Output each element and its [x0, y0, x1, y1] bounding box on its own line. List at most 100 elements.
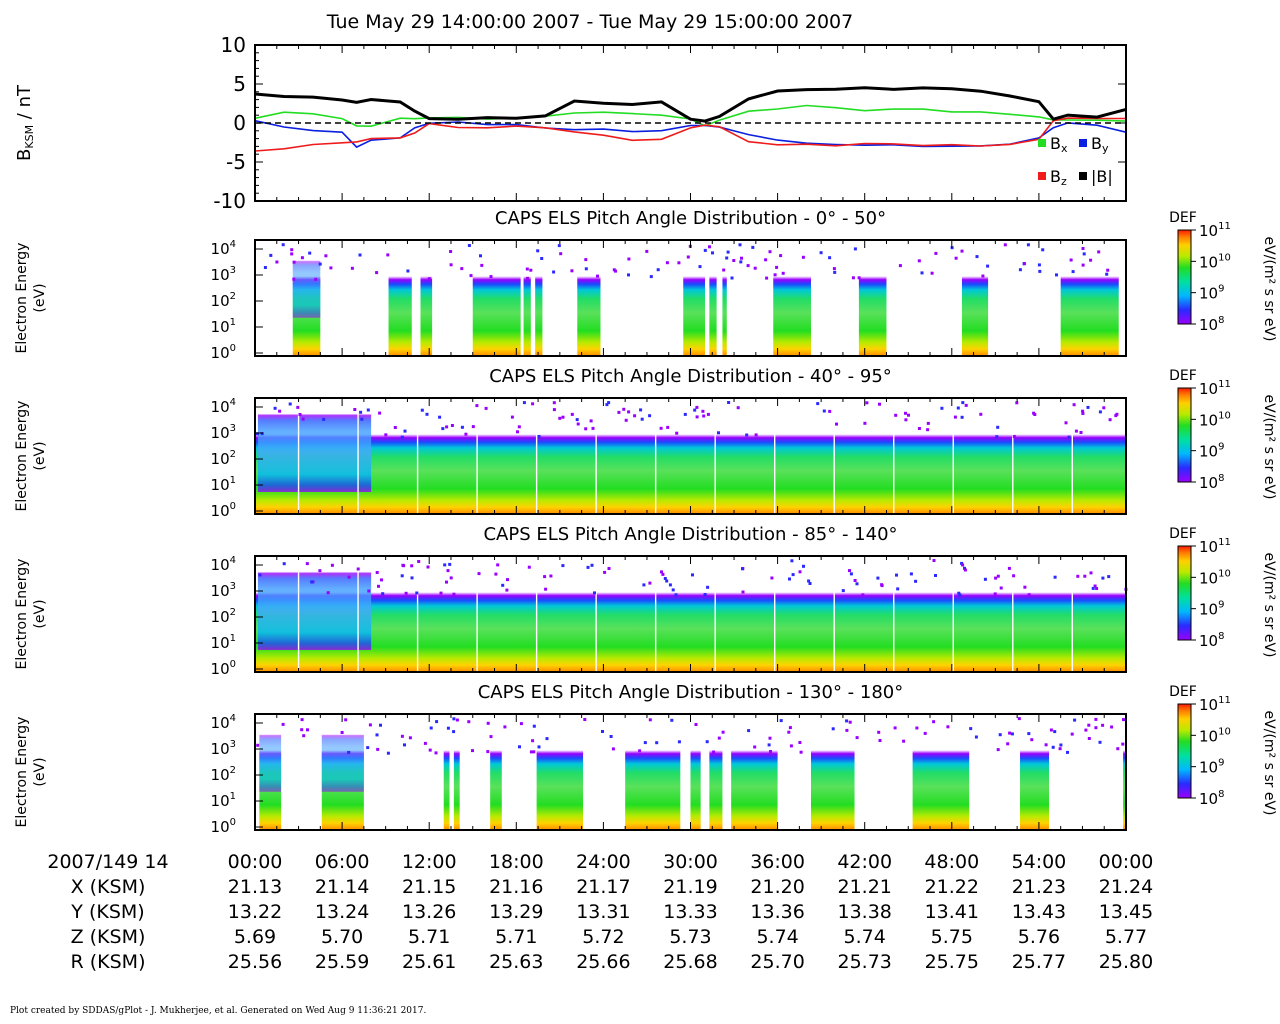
- noise-pixel: [300, 728, 304, 732]
- noise-pixel: [768, 250, 772, 254]
- data-block: [625, 716, 681, 830]
- noise-pixel: [1033, 413, 1037, 416]
- noise-pixel: [1094, 726, 1098, 730]
- y-tick-label: 100: [211, 501, 236, 520]
- y-tick-exponent: 3: [230, 581, 236, 592]
- noise-pixel: [915, 726, 919, 730]
- noise-pixel: [1094, 717, 1098, 721]
- noise-pixel: [531, 739, 535, 743]
- colorbar-tick-base: 10: [1199, 285, 1218, 303]
- noise-pixel: [996, 425, 1000, 429]
- noise-pixel: [559, 252, 563, 256]
- noise-pixel: [798, 741, 802, 744]
- noise-pixel: [960, 415, 964, 419]
- noise-pixel: [617, 410, 621, 414]
- noise-pixel: [614, 269, 617, 273]
- noise-pixel: [441, 427, 445, 431]
- ephemeris-value: 5.70: [321, 926, 363, 948]
- mag-y-tick-label: 5: [233, 72, 246, 96]
- noise-pixel: [584, 258, 588, 262]
- noise-pixel: [570, 269, 574, 273]
- noise-pixel: [477, 572, 481, 576]
- ephemeris-value: 25.75: [925, 951, 979, 973]
- noise-pixel: [543, 575, 547, 579]
- ephemeris-value: 13.26: [402, 901, 456, 923]
- spectrogram-panel-4: CAPS ELS Pitch Angle Distribution - 130°…: [14, 682, 1277, 836]
- time-tick-label: 18:00: [489, 851, 544, 873]
- noise-pixel: [1122, 718, 1125, 722]
- ephemeris-value: 25.63: [489, 951, 543, 973]
- noise-pixel: [290, 252, 294, 256]
- noise-pixel: [1012, 435, 1016, 438]
- colorbar-tick-label: 1011: [1199, 695, 1231, 714]
- colorbar-tick-base: 10: [1199, 538, 1218, 556]
- noise-pixel: [1082, 252, 1086, 256]
- noise-pixel: [1006, 742, 1010, 746]
- y-tick-label: 102: [211, 765, 236, 784]
- noise-pixel: [726, 250, 730, 254]
- noise-pixel: [448, 562, 452, 566]
- y-tick-base: 10: [211, 424, 230, 442]
- noise-pixel: [479, 254, 482, 258]
- noise-pixel: [745, 433, 749, 437]
- noise-pixel: [1083, 574, 1087, 578]
- noise-pixel: [410, 576, 414, 580]
- noise-pixel: [999, 586, 1003, 590]
- y-tick-label: 100: [211, 659, 236, 678]
- noise-pixel: [438, 415, 442, 419]
- noise-pixel: [822, 409, 826, 413]
- noise-pixel: [425, 412, 429, 416]
- noise-pixel: [703, 248, 707, 252]
- noise-pixel: [841, 589, 845, 593]
- y-tick-exponent: 4: [230, 555, 236, 566]
- hot-plasma-region: [292, 253, 321, 318]
- noise-pixel: [964, 403, 968, 407]
- y-axis-label-line: Electron Energy: [14, 559, 30, 670]
- noise-pixel: [275, 260, 279, 264]
- colorbar-unit-label: eV/(m² s sr eV): [1261, 553, 1277, 658]
- ephemeris-value: 13.22: [228, 901, 282, 923]
- colorbar-label: DEF: [1169, 526, 1197, 542]
- noise-pixel: [366, 746, 370, 750]
- time-tick-label: 12:00: [402, 851, 457, 873]
- noise-pixel: [963, 566, 966, 570]
- noise-pixel: [376, 747, 380, 751]
- hot-plasma-region: [321, 727, 364, 792]
- noise-pixel: [586, 565, 590, 569]
- noise-pixel: [489, 735, 493, 739]
- y-tick-label: 102: [211, 291, 236, 310]
- noise-pixel: [845, 728, 849, 732]
- noise-pixel: [532, 750, 536, 754]
- noise-pixel: [1022, 262, 1026, 265]
- noise-pixel: [773, 273, 777, 277]
- ephemeris-value: 25.73: [837, 951, 891, 973]
- noise-pixel: [706, 412, 710, 416]
- noise-pixel: [1015, 401, 1019, 405]
- noise-pixel: [917, 427, 921, 430]
- noise-pixel: [799, 750, 803, 754]
- noise-pixel: [340, 731, 344, 734]
- y-tick-base: 10: [211, 582, 230, 600]
- noise-pixel: [1027, 593, 1031, 597]
- y-tick-base: 10: [211, 398, 230, 416]
- noise-pixel: [878, 739, 882, 742]
- ephemeris-value: 5.75: [931, 926, 973, 948]
- noise-pixel: [736, 406, 740, 410]
- noise-pixel: [1071, 270, 1075, 274]
- noise-pixel: [845, 719, 849, 723]
- noise-pixel: [426, 565, 430, 569]
- noise-pixel: [898, 264, 902, 268]
- noise-pixel: [717, 736, 721, 740]
- noise-pixel: [1121, 742, 1125, 746]
- noise-pixel: [552, 401, 556, 405]
- noise-pixel: [406, 269, 410, 273]
- noise-pixel: [561, 564, 565, 568]
- colorbar-tick-exponent: 10: [1218, 252, 1231, 263]
- noise-pixel: [525, 267, 529, 271]
- noise-pixel: [347, 575, 351, 579]
- noise-pixel: [722, 268, 726, 272]
- noise-pixel: [779, 719, 783, 723]
- noise-pixel: [1037, 263, 1041, 267]
- noise-pixel: [1089, 258, 1093, 262]
- y-tick-label: 104: [211, 713, 236, 732]
